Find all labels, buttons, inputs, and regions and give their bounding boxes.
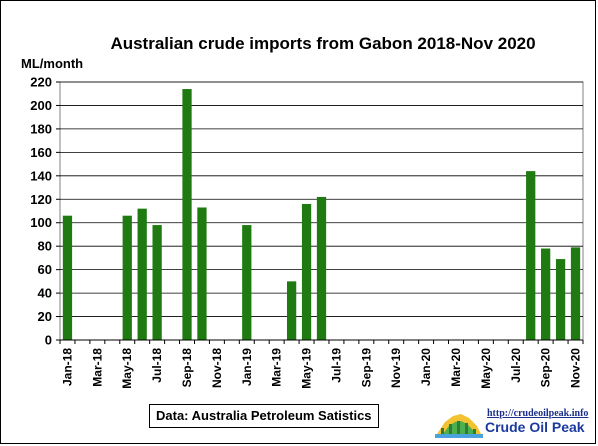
y-tick-label: 140 xyxy=(30,168,52,183)
x-tick-label: Jan-18 xyxy=(60,348,74,386)
y-axis-ticks: 0 20 40 60 80 100 120 140 160 180 200 220 xyxy=(30,75,60,348)
bar-jul-18 xyxy=(152,225,162,340)
bar-may-18 xyxy=(122,215,132,340)
y-axis-unit-label: ML/month xyxy=(21,56,83,71)
y-tick-label: 100 xyxy=(30,215,52,230)
x-tick-label: Mar-19 xyxy=(270,348,284,387)
x-tick-label: May-20 xyxy=(479,348,493,389)
bar-jun-18 xyxy=(137,208,147,340)
x-tick-label: Jan-19 xyxy=(240,348,254,386)
bar-oct-20 xyxy=(555,259,566,340)
x-tick-label: May-19 xyxy=(300,348,314,389)
x-tick-label: Nov-19 xyxy=(389,348,403,388)
x-axis-ticks: Jan-18 Mar-18 May-18 Jul-18 Sep-18 Nov-18 Jan-… xyxy=(59,339,584,389)
bar-sep-20 xyxy=(541,248,551,340)
oil-peak-logo-icon xyxy=(435,414,483,438)
x-tick-label: Jan-20 xyxy=(419,348,433,386)
x-tick-label: Nov-20 xyxy=(569,348,583,388)
bar-oct-18 xyxy=(197,207,207,340)
bar-jun-19 xyxy=(316,196,327,340)
x-tick-label: Jul-19 xyxy=(329,348,343,383)
bar-may-19 xyxy=(301,203,312,340)
crude-oil-peak-logo: http://crudeoilpeak.info Crude Oil Peak xyxy=(435,408,589,438)
bar-aug-20 xyxy=(526,171,536,340)
x-tick-label: Mar-18 xyxy=(90,348,104,387)
logo-name: Crude Oil Peak xyxy=(485,419,585,435)
x-tick-label: Mar-20 xyxy=(449,348,463,387)
data-source-note: Data: Australia Petroleum Satistics xyxy=(149,404,379,428)
bar-sep-18 xyxy=(182,89,192,340)
bar-jan-18 xyxy=(62,215,73,340)
y-tick-label: 0 xyxy=(45,333,52,348)
x-tick-label: Sep-19 xyxy=(359,348,373,388)
y-tick-label: 20 xyxy=(38,309,52,324)
x-tick-label: Sep-20 xyxy=(539,348,553,388)
logo-url[interactable]: http://crudeoilpeak.info xyxy=(487,408,589,419)
bar-nov-20 xyxy=(570,247,581,340)
y-tick-label: 40 xyxy=(38,286,52,301)
x-tick-label: Nov-18 xyxy=(210,348,224,388)
x-tick-label: Jul-18 xyxy=(150,348,164,383)
bar-apr-19 xyxy=(286,281,297,340)
y-tick-label: 200 xyxy=(30,98,52,113)
y-tick-label: 180 xyxy=(30,121,52,136)
x-tick-label: Jul-20 xyxy=(509,348,523,383)
y-tick-label: 120 xyxy=(30,192,52,207)
x-tick-label: May-18 xyxy=(120,348,134,389)
bars xyxy=(62,89,581,340)
bar-jan-19 xyxy=(242,225,252,340)
x-tick-label: Sep-18 xyxy=(180,348,194,388)
y-tick-label: 220 xyxy=(30,75,52,90)
y-tick-label: 60 xyxy=(38,262,52,277)
y-tick-label: 160 xyxy=(30,145,52,160)
y-tick-label: 80 xyxy=(38,239,52,254)
chart-title: Australian crude imports from Gabon 2018… xyxy=(110,34,535,53)
